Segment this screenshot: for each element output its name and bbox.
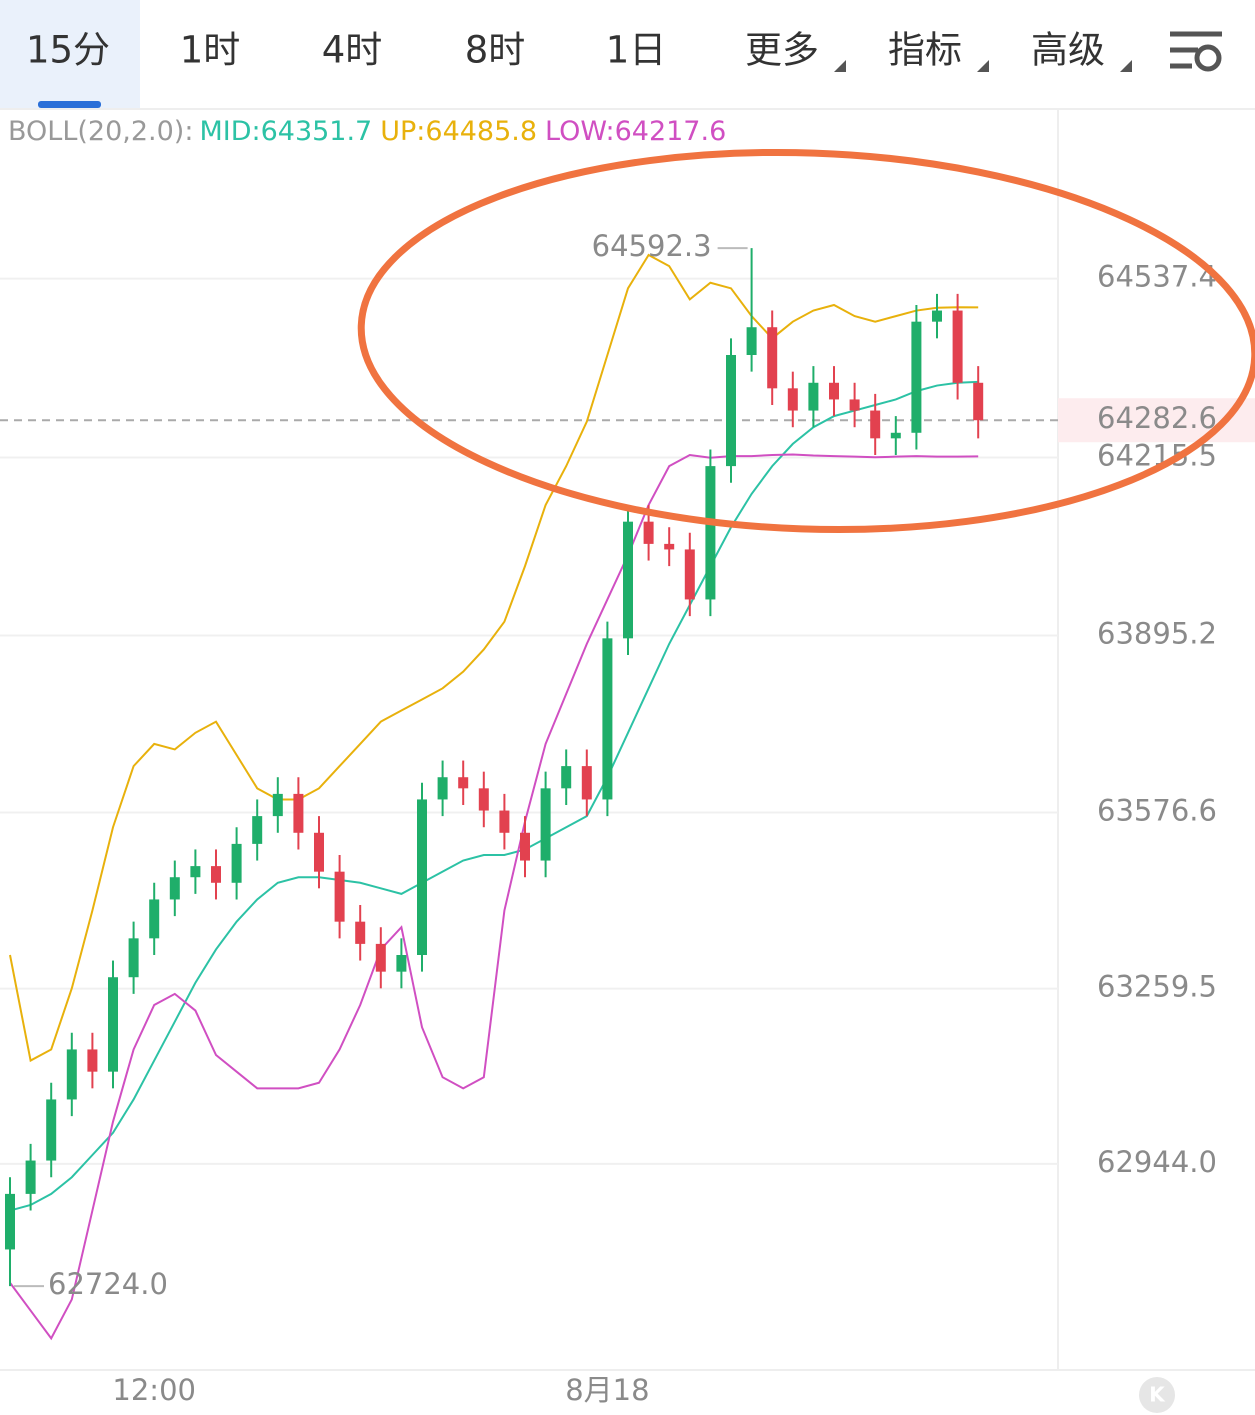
candle-body: [808, 382, 819, 411]
candle-body: [334, 871, 345, 922]
candle-body: [293, 793, 304, 833]
last-price-label: 64282.6: [1097, 401, 1217, 435]
boll-line: [9, 380, 979, 1212]
candle-body: [231, 843, 242, 883]
candle-body: [190, 866, 201, 878]
candle-body: [911, 321, 922, 433]
highlight-ellipse: [357, 148, 1255, 534]
x-tick-label: 12:00: [112, 1373, 196, 1407]
candle-body: [396, 955, 407, 972]
legend-mid: MID:64351.7: [199, 116, 372, 147]
plot: 64537.464215.563895.263576.663259.562944…: [0, 229, 1255, 1407]
tab-bar: 15分 1时 4时 8时 1日 更多 指标 高级: [26, 29, 1105, 72]
candle-body: [952, 310, 963, 383]
kline-button-icon[interactable]: K: [1149, 1383, 1166, 1407]
candle-body: [66, 1049, 77, 1100]
tab[interactable]: 8时: [465, 29, 526, 72]
legend-up: UP:64485.8: [380, 116, 537, 147]
candle-body: [108, 977, 118, 1072]
candle-body: [252, 816, 263, 844]
extreme-label: 62724.0: [48, 1267, 168, 1301]
candle-body: [726, 355, 736, 467]
candle-body: [149, 899, 160, 939]
candle-body: [417, 799, 427, 955]
candle-body: [664, 543, 675, 550]
tab[interactable]: 1时: [180, 29, 241, 72]
dropdown-caret: [1120, 60, 1132, 72]
y-tick-label: 63576.6: [1097, 793, 1217, 827]
candle-body: [437, 777, 448, 800]
extreme-label: 64592.3: [592, 229, 712, 263]
tab[interactable]: 高级: [1031, 29, 1105, 72]
candle-body: [561, 766, 572, 789]
candle-body: [973, 382, 984, 421]
candle-body: [272, 793, 283, 817]
candle-body: [623, 521, 633, 639]
candle-body: [5, 1193, 15, 1250]
candle-body: [314, 832, 324, 872]
candle-body: [705, 466, 716, 600]
candle-body: [602, 638, 613, 800]
candle-body: [746, 327, 757, 355]
candle-body: [870, 410, 881, 439]
tab[interactable]: 指标: [888, 29, 962, 72]
candle-body: [520, 832, 530, 861]
candle-body: [458, 777, 469, 789]
x-tick-label: 8月18: [565, 1373, 649, 1407]
y-tick-label: 63259.5: [1097, 970, 1217, 1004]
candle-body: [581, 766, 592, 800]
legend: BOLL(20,2.0): MID:64351.7 UP:64485.8 LOW:64…: [8, 116, 726, 147]
candle-body: [355, 921, 366, 944]
boll-line: [9, 253, 979, 1063]
candle-body: [787, 388, 798, 411]
candle-body: [849, 399, 860, 411]
tab[interactable]: 15分: [26, 29, 110, 72]
candle-body: [46, 1099, 57, 1161]
active-tab-underline: [38, 101, 101, 108]
candle-body: [128, 938, 139, 978]
candle-body: [932, 310, 942, 322]
candle-body: [211, 866, 221, 883]
candle-body: [767, 327, 778, 389]
tab[interactable]: 4时: [322, 29, 383, 72]
tab[interactable]: 更多: [745, 29, 819, 72]
kline-button[interactable]: [1139, 1377, 1175, 1413]
y-tick-label: 63895.2: [1097, 616, 1217, 650]
tab[interactable]: 1日: [606, 29, 667, 72]
candle-body: [169, 877, 180, 900]
candle-body: [643, 521, 654, 544]
candle-body: [890, 432, 901, 439]
y-tick-label: 62944.0: [1097, 1145, 1217, 1179]
candle-body: [478, 788, 489, 811]
dropdown-caret: [834, 60, 846, 72]
dropdown-caret: [977, 60, 989, 72]
candle-body: [540, 788, 551, 861]
indicator-name: BOLL(20,2.0):: [8, 116, 193, 147]
candle-body: [499, 810, 510, 833]
active-tab-bg: [0, 0, 140, 108]
candle-body: [25, 1160, 36, 1194]
boll-line: [9, 453, 979, 1341]
candle-body: [87, 1049, 98, 1072]
candle-body: [375, 943, 386, 972]
legend-low: LOW:64217.6: [545, 116, 726, 147]
settings-icon[interactable]: [1170, 31, 1222, 72]
candle-body: [829, 382, 839, 400]
candle-body: [684, 549, 695, 600]
y-tick-label: 64537.4: [1097, 260, 1217, 294]
